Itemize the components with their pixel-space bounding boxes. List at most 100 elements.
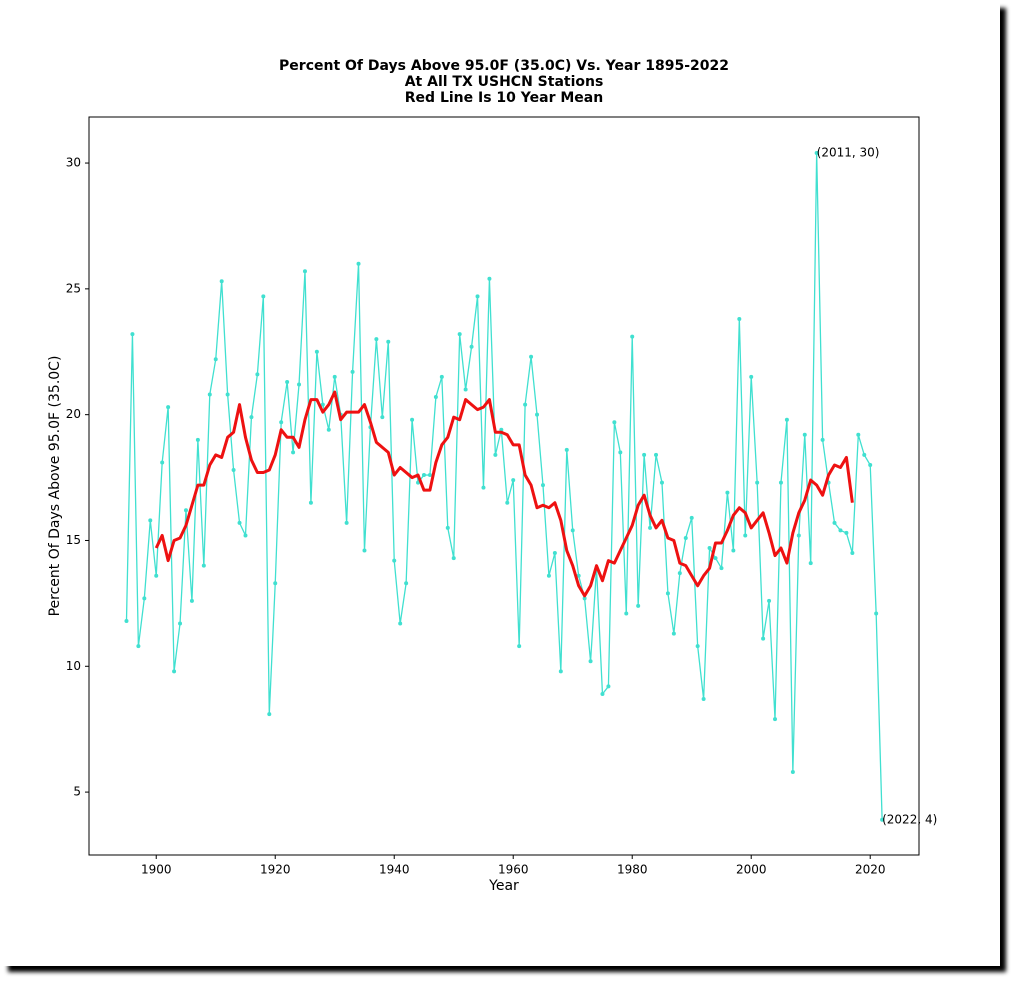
data-point	[475, 294, 480, 299]
data-point	[344, 520, 349, 525]
data-point	[124, 618, 129, 623]
series-line	[125, 152, 883, 820]
data-point	[398, 621, 403, 626]
data-point	[427, 473, 432, 478]
data-point	[207, 392, 212, 397]
data-point	[814, 150, 819, 155]
data-point	[796, 533, 801, 538]
data-point	[731, 548, 736, 553]
data-point	[148, 518, 153, 523]
data-point	[719, 566, 724, 571]
data-point	[213, 357, 218, 362]
chart-title: Percent Of Days Above 95.0F (35.0C) Vs. …	[279, 58, 729, 74]
data-point	[737, 317, 742, 322]
data-point	[630, 334, 635, 339]
data-point	[659, 480, 664, 485]
data-point	[802, 432, 807, 437]
data-point	[511, 478, 516, 483]
data-point	[297, 382, 302, 387]
data-point	[743, 533, 748, 538]
data-point	[160, 460, 165, 465]
data-point	[154, 573, 159, 578]
data-point	[755, 480, 760, 485]
data-point	[439, 374, 444, 379]
data-point	[713, 556, 718, 561]
data-point	[808, 561, 813, 566]
data-point	[314, 349, 319, 354]
data-point	[172, 669, 177, 674]
data-point	[671, 631, 676, 636]
data-point	[868, 462, 873, 467]
data-point	[433, 395, 438, 400]
data-point	[255, 372, 260, 377]
data-point	[546, 573, 551, 578]
data-point	[695, 644, 700, 649]
y-tick-label: 5	[73, 785, 81, 799]
data-point	[654, 452, 659, 457]
data-point	[862, 452, 867, 457]
data-point	[231, 468, 236, 473]
y-axis-label: Percent Of Days Above 95.0F (35.0C)	[47, 356, 63, 617]
data-point	[481, 485, 486, 490]
data-point	[362, 548, 367, 553]
data-point	[576, 573, 581, 578]
data-point	[529, 354, 534, 359]
data-point	[856, 432, 861, 437]
data-point	[505, 500, 510, 505]
series-line	[154, 390, 854, 598]
data-point	[618, 450, 623, 455]
data-point	[308, 500, 313, 505]
x-axis-label: Year	[488, 878, 519, 894]
data-point	[624, 611, 629, 616]
x-tick-label: 2000	[736, 863, 767, 877]
annotation: (2011, 30)	[817, 145, 880, 159]
data-point	[183, 508, 188, 513]
data-point	[178, 621, 183, 626]
data-point	[552, 551, 557, 556]
data-point	[356, 261, 361, 266]
data-point	[487, 276, 492, 281]
data-point	[564, 447, 569, 452]
data-point	[600, 691, 605, 696]
data-point	[380, 415, 385, 420]
data-point	[136, 644, 141, 649]
y-tick-label: 15	[66, 533, 81, 547]
x-tick-label: 1920	[260, 863, 291, 877]
y-tick-label: 20	[66, 407, 81, 421]
data-point	[457, 332, 462, 337]
data-point	[469, 344, 474, 349]
data-point	[790, 769, 795, 774]
data-point	[404, 581, 409, 586]
data-point	[279, 420, 284, 425]
data-point	[320, 402, 325, 407]
data-point	[612, 420, 617, 425]
data-point	[219, 279, 224, 284]
data-point	[850, 551, 855, 556]
data-point	[195, 437, 200, 442]
x-tick-label: 1940	[379, 863, 410, 877]
data-point	[689, 515, 694, 520]
plot-frame	[88, 116, 920, 856]
data-point	[588, 659, 593, 664]
data-point	[463, 387, 468, 392]
data-point	[386, 339, 391, 344]
data-point	[665, 591, 670, 596]
data-point	[249, 415, 254, 420]
x-tick-label: 1960	[498, 863, 529, 877]
data-point	[880, 817, 885, 822]
data-point	[201, 563, 206, 568]
data-point	[558, 669, 563, 674]
data-point	[606, 684, 611, 689]
data-point	[725, 490, 730, 495]
data-point	[582, 596, 587, 601]
data-point	[237, 520, 242, 525]
data-point	[285, 379, 290, 384]
x-tick-label: 1980	[617, 863, 648, 877]
data-point	[243, 533, 248, 538]
data-point	[820, 437, 825, 442]
data-point	[535, 412, 540, 417]
data-point	[392, 558, 397, 563]
data-point	[142, 596, 147, 601]
data-point	[523, 402, 528, 407]
